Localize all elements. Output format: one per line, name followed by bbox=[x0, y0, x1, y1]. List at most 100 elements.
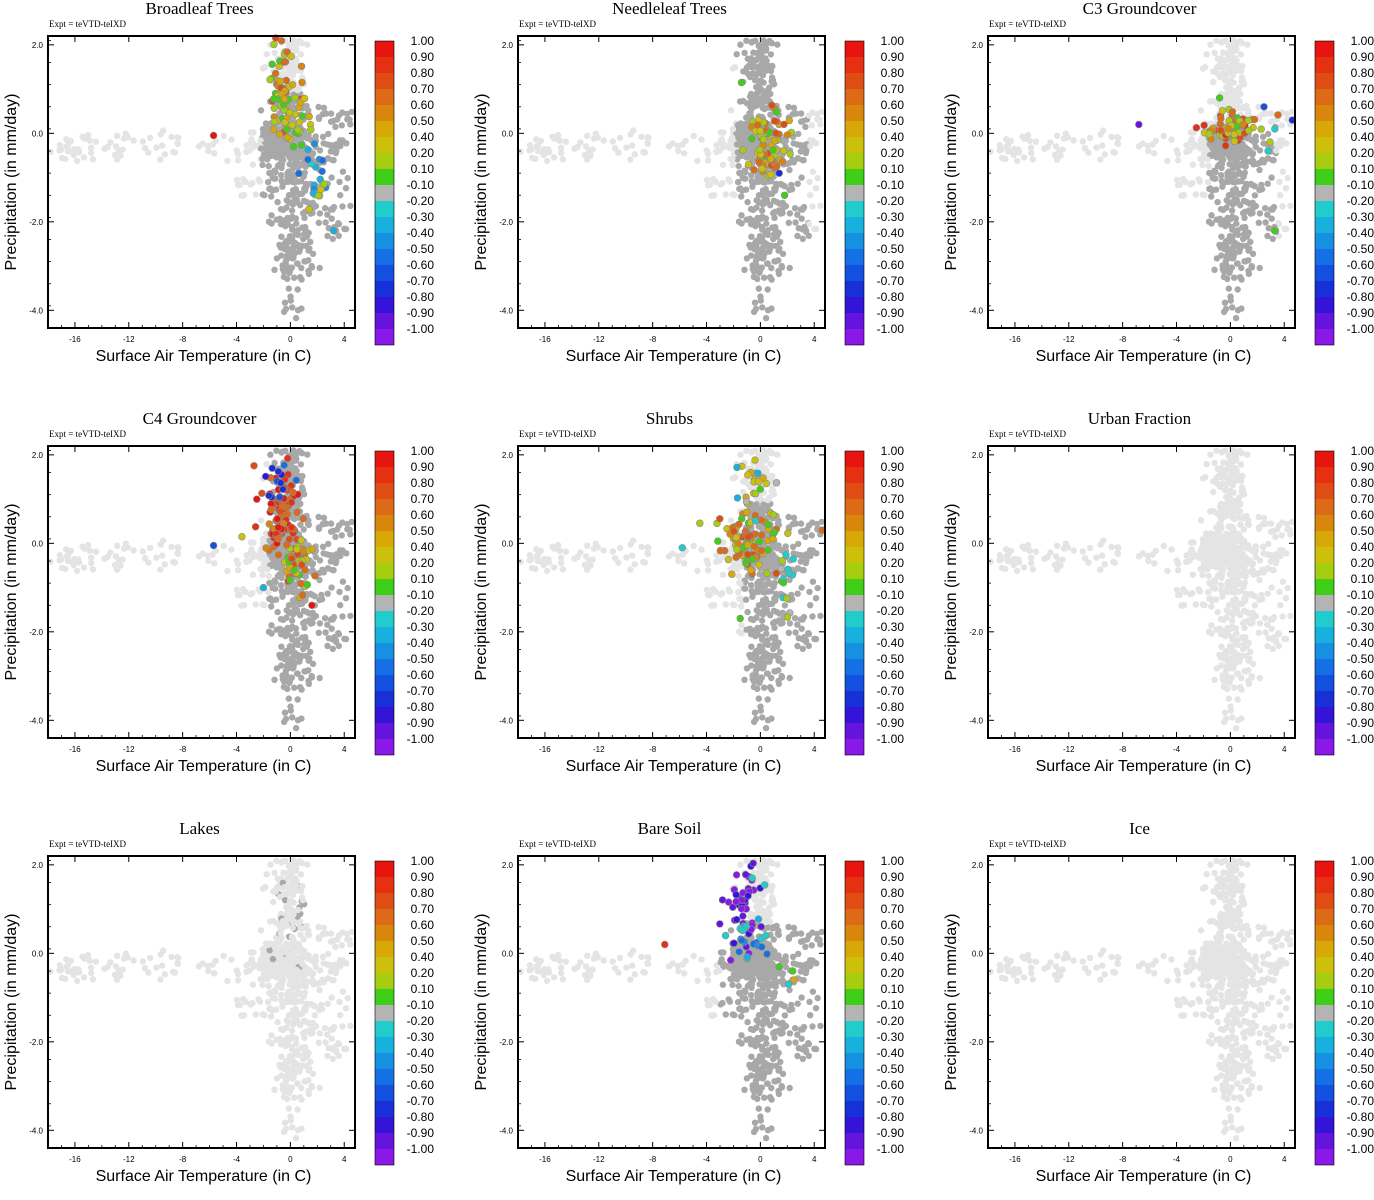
data-point bbox=[329, 227, 338, 235]
data-point bbox=[274, 551, 283, 559]
data-point bbox=[275, 130, 284, 139]
x-tick-label: -12 bbox=[1063, 335, 1075, 344]
y-tick-label: -2.0 bbox=[969, 218, 983, 227]
x-tick-label: -16 bbox=[539, 335, 551, 344]
y-tick-label: 0.0 bbox=[972, 129, 984, 138]
data-point bbox=[813, 140, 820, 147]
colorbar-swatch bbox=[845, 217, 864, 233]
colorbar-swatch bbox=[1315, 217, 1334, 233]
data-point bbox=[1231, 274, 1238, 281]
data-point bbox=[1230, 91, 1237, 98]
data-point bbox=[1264, 155, 1272, 162]
data-point bbox=[1093, 144, 1100, 151]
data-point bbox=[1201, 191, 1208, 199]
colorbar-label: -0.30 bbox=[407, 620, 435, 634]
data-point bbox=[297, 461, 305, 468]
data-point bbox=[157, 566, 164, 573]
data-point bbox=[1203, 51, 1210, 58]
data-point bbox=[259, 125, 267, 133]
data-point bbox=[211, 560, 218, 567]
data-point bbox=[737, 78, 746, 87]
data-point bbox=[297, 141, 306, 149]
data-point bbox=[762, 557, 769, 564]
colored-points bbox=[737, 78, 796, 200]
data-point bbox=[1223, 243, 1230, 250]
data-point bbox=[764, 241, 771, 248]
data-point bbox=[309, 619, 316, 627]
data-point bbox=[772, 129, 780, 137]
data-point bbox=[307, 648, 314, 656]
data-point bbox=[748, 587, 755, 595]
data-point bbox=[629, 142, 636, 149]
colorbar-swatch bbox=[845, 249, 864, 265]
colorbar-swatch bbox=[375, 563, 394, 579]
data-point bbox=[755, 158, 763, 167]
data-point bbox=[751, 77, 759, 84]
data-point bbox=[309, 609, 316, 616]
data-point bbox=[679, 551, 686, 558]
data-point bbox=[1081, 145, 1089, 152]
data-point bbox=[772, 108, 780, 116]
colorbar-label: -0.50 bbox=[407, 242, 435, 256]
data-point bbox=[276, 493, 284, 501]
data-point bbox=[738, 622, 745, 629]
data-point bbox=[1097, 131, 1104, 138]
data-point bbox=[304, 155, 312, 164]
data-point bbox=[305, 521, 312, 529]
y-tick-label: -4.0 bbox=[499, 306, 513, 315]
data-point bbox=[1220, 49, 1227, 56]
data-point bbox=[734, 178, 742, 186]
data-point bbox=[808, 122, 815, 129]
data-point bbox=[307, 590, 314, 598]
colorbar-swatch bbox=[375, 723, 394, 739]
data-point bbox=[282, 715, 290, 723]
data-point bbox=[1004, 142, 1012, 149]
colorbar-label: -0.50 bbox=[1347, 242, 1374, 256]
data-point bbox=[309, 560, 317, 567]
data-point bbox=[1276, 178, 1283, 186]
experiment-label: Expt = teVTD-teIXD bbox=[49, 19, 127, 29]
data-point bbox=[783, 131, 792, 139]
colorbar-label: -0.80 bbox=[407, 290, 435, 304]
data-point bbox=[767, 51, 775, 58]
data-point bbox=[779, 199, 786, 206]
data-point bbox=[264, 156, 271, 163]
y-tick-label: 2.0 bbox=[32, 451, 44, 460]
data-point bbox=[80, 154, 88, 161]
data-point bbox=[302, 184, 309, 192]
data-point bbox=[277, 631, 285, 638]
colorbar-label: -0.30 bbox=[407, 210, 435, 224]
data-point bbox=[323, 551, 331, 558]
data-point bbox=[73, 157, 81, 165]
data-point bbox=[319, 133, 327, 140]
data-point bbox=[1174, 157, 1182, 164]
colorbar-swatch bbox=[375, 659, 394, 675]
data-point bbox=[786, 674, 793, 682]
data-point bbox=[276, 625, 284, 632]
data-point bbox=[1205, 130, 1213, 138]
data-point bbox=[316, 210, 324, 217]
data-point bbox=[1284, 174, 1291, 182]
data-point bbox=[744, 160, 753, 169]
data-point bbox=[615, 149, 622, 156]
data-point bbox=[760, 55, 767, 62]
data-point bbox=[1217, 114, 1225, 123]
colorbar-swatch bbox=[375, 627, 394, 643]
data-point bbox=[92, 548, 100, 555]
x-axis-label: Surface Air Temperature (in C) bbox=[566, 348, 782, 365]
data-point bbox=[769, 486, 777, 494]
data-point bbox=[1264, 180, 1271, 187]
data-point bbox=[256, 178, 264, 185]
data-point bbox=[1182, 178, 1189, 186]
data-point bbox=[623, 144, 630, 151]
data-point bbox=[290, 566, 298, 574]
data-point bbox=[293, 62, 300, 69]
data-point bbox=[294, 260, 301, 267]
colorbar-swatch bbox=[845, 57, 864, 73]
x-axis-label: Surface Air Temperature (in C) bbox=[1036, 348, 1252, 365]
data-point bbox=[333, 147, 340, 154]
data-point bbox=[1199, 161, 1206, 169]
data-point bbox=[338, 532, 345, 539]
data-point bbox=[719, 161, 727, 168]
data-point bbox=[1222, 305, 1230, 313]
